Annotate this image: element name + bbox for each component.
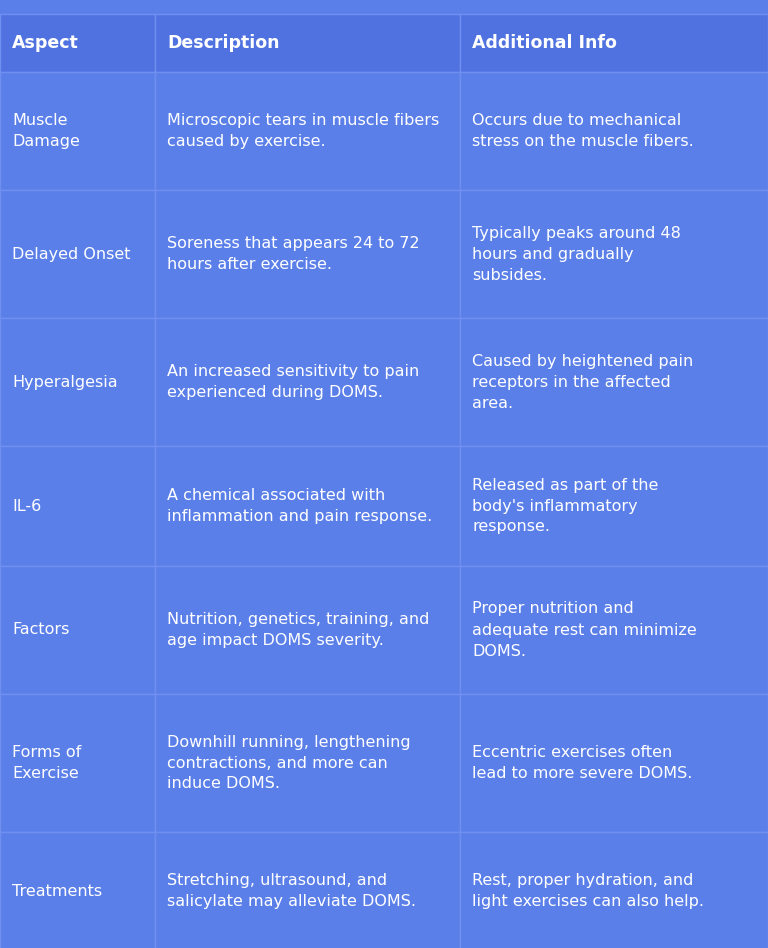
Bar [155, 694, 460, 832]
Text: Rest, proper hydration, and
light exercises can also help.: Rest, proper hydration, and light exerci… [472, 873, 704, 909]
Text: Eccentric exercises often
lead to more severe DOMS.: Eccentric exercises often lead to more s… [472, 745, 693, 781]
Bar [155, 72, 460, 190]
Bar [0, 14, 155, 72]
Bar [155, 832, 460, 948]
Bar [0, 694, 155, 832]
Text: Occurs due to mechanical
stress on the muscle fibers.: Occurs due to mechanical stress on the m… [472, 113, 694, 149]
Text: Delayed Onset: Delayed Onset [12, 246, 131, 262]
Bar [0, 446, 155, 566]
Bar [0, 832, 155, 948]
Text: A chemical associated with
inflammation and pain response.: A chemical associated with inflammation … [167, 488, 432, 524]
Text: Stretching, ultrasound, and
salicylate may alleviate DOMS.: Stretching, ultrasound, and salicylate m… [167, 873, 416, 909]
Text: Microscopic tears in muscle fibers
caused by exercise.: Microscopic tears in muscle fibers cause… [167, 113, 439, 149]
Text: Downhill running, lengthening
contractions, and more can
induce DOMS.: Downhill running, lengthening contractio… [167, 735, 411, 792]
Text: An increased sensitivity to pain
experienced during DOMS.: An increased sensitivity to pain experie… [167, 364, 419, 400]
Text: Proper nutrition and
adequate rest can minimize
DOMS.: Proper nutrition and adequate rest can m… [472, 601, 697, 659]
Text: Nutrition, genetics, training, and
age impact DOMS severity.: Nutrition, genetics, training, and age i… [167, 612, 429, 648]
Bar [460, 190, 768, 318]
Text: Forms of
Exercise: Forms of Exercise [12, 745, 81, 781]
Text: Soreness that appears 24 to 72
hours after exercise.: Soreness that appears 24 to 72 hours aft… [167, 236, 419, 272]
Bar [460, 694, 768, 832]
Text: Released as part of the
body's inflammatory
response.: Released as part of the body's inflammat… [472, 478, 658, 535]
Bar [460, 14, 768, 72]
Text: Hyperalgesia: Hyperalgesia [12, 374, 118, 390]
Text: Treatments: Treatments [12, 884, 102, 899]
Text: Muscle
Damage: Muscle Damage [12, 113, 80, 149]
Text: Additional Info: Additional Info [472, 34, 617, 52]
Bar [155, 566, 460, 694]
Bar [460, 318, 768, 446]
Bar [0, 318, 155, 446]
Bar [460, 72, 768, 190]
Bar [0, 566, 155, 694]
Bar [0, 72, 155, 190]
Bar [0, 190, 155, 318]
Bar [155, 14, 460, 72]
Text: Typically peaks around 48
hours and gradually
subsides.: Typically peaks around 48 hours and grad… [472, 226, 681, 283]
Text: Caused by heightened pain
receptors in the affected
area.: Caused by heightened pain receptors in t… [472, 354, 694, 410]
Bar [460, 832, 768, 948]
Text: Description: Description [167, 34, 280, 52]
Bar [460, 566, 768, 694]
Text: IL-6: IL-6 [12, 499, 41, 514]
Bar [155, 318, 460, 446]
Bar [460, 446, 768, 566]
Bar [155, 190, 460, 318]
Text: Aspect: Aspect [12, 34, 79, 52]
Text: Factors: Factors [12, 623, 69, 637]
Bar [155, 446, 460, 566]
